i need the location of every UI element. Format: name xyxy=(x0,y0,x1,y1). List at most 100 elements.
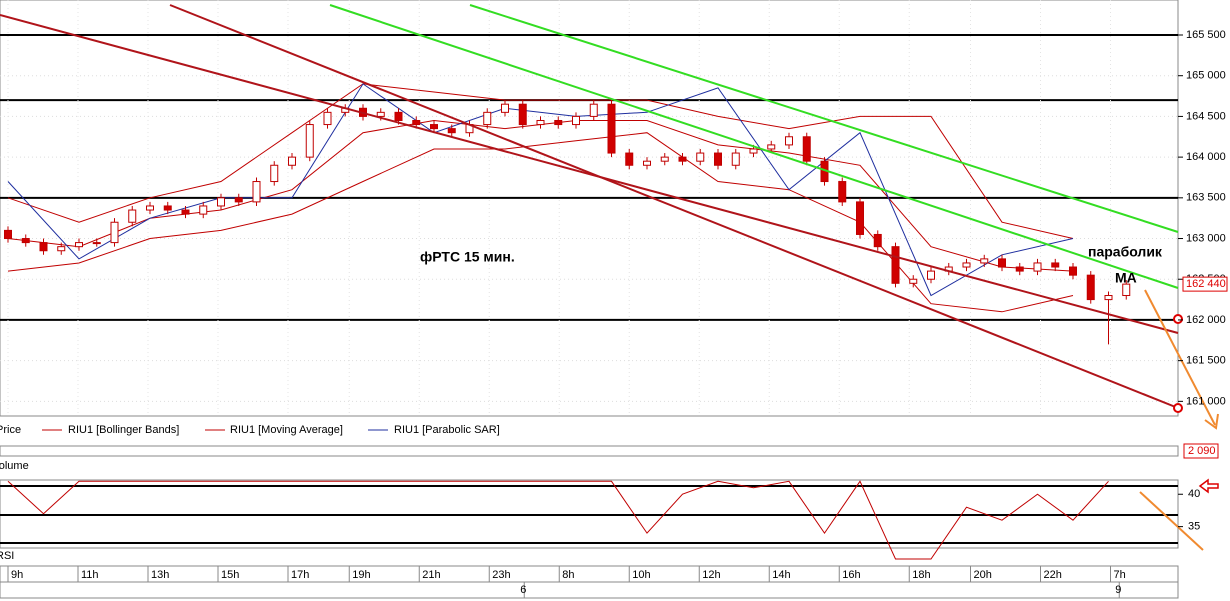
candle-body xyxy=(92,242,101,245)
trend-line xyxy=(169,4,1179,409)
x-tick-label: 14h xyxy=(772,569,790,581)
candle-body xyxy=(980,258,989,264)
y-tick-label: 163 500 xyxy=(1186,192,1226,204)
candle-body xyxy=(128,209,137,223)
arrow xyxy=(1139,491,1204,551)
candle-body xyxy=(607,103,616,154)
x-tick-label: 10h xyxy=(632,569,650,581)
candle-body xyxy=(873,233,882,248)
y-tick-label: 161 000 xyxy=(1186,395,1226,407)
candle-body xyxy=(589,103,598,117)
candle-body xyxy=(785,136,793,146)
candle-body xyxy=(252,181,261,203)
x-tick-label: 18h xyxy=(912,569,930,581)
candle-body xyxy=(1015,266,1024,272)
x-tick-label: 23h xyxy=(492,569,510,581)
x-tick-label: 15h xyxy=(221,569,239,581)
candle-body xyxy=(323,111,332,126)
candle-body xyxy=(430,124,438,130)
candle-body xyxy=(181,209,190,215)
volume-panel xyxy=(0,445,1179,457)
trend-line xyxy=(469,4,1179,233)
candle-body xyxy=(146,205,154,211)
candle-body xyxy=(234,197,243,203)
y-tick-label: 164 000 xyxy=(1186,151,1226,163)
candle-body xyxy=(1104,295,1113,301)
candle-body xyxy=(643,160,651,166)
candle-body xyxy=(394,111,403,121)
last-price-label: 162 440 xyxy=(1186,278,1226,290)
x-tick-label: 12h xyxy=(702,569,720,581)
rsi-title: RSI xyxy=(0,550,14,562)
level-marker xyxy=(1173,403,1183,413)
candle-body xyxy=(21,238,30,244)
candle-body xyxy=(891,246,900,284)
y-tick-label: 164 500 xyxy=(1186,110,1226,122)
candle-body xyxy=(447,128,456,134)
candle-body xyxy=(554,119,563,126)
candle-body xyxy=(962,262,971,268)
candle-body xyxy=(1069,266,1077,276)
y-tick-label: 165 500 xyxy=(1186,29,1226,41)
rsi-tick-label: 40 xyxy=(1188,488,1200,500)
candle-body xyxy=(199,205,208,215)
volume-title: Volume xyxy=(0,460,29,472)
candle-body xyxy=(1033,262,1042,272)
x-tick-label: 7h xyxy=(1114,569,1126,581)
candle-body xyxy=(536,119,545,126)
trend-line xyxy=(329,4,1179,289)
candle-body xyxy=(110,221,119,244)
candle-body xyxy=(305,124,314,158)
candle-body xyxy=(1086,274,1095,301)
candle-body xyxy=(731,152,740,166)
candle-body xyxy=(1051,262,1060,268)
x-tick-label: 21h xyxy=(422,569,440,581)
x-tick-label: 8h xyxy=(562,569,574,581)
arrow xyxy=(1144,289,1216,426)
day-label: 6 xyxy=(520,584,526,596)
legend-entry: RIU1 [Parabolic SAR] xyxy=(394,424,500,436)
x-tick-label: 9h xyxy=(11,569,23,581)
x-tick-label: 20h xyxy=(974,569,992,581)
candle-body xyxy=(749,148,758,154)
x-tick-label: 17h xyxy=(291,569,309,581)
candle-body xyxy=(838,181,847,203)
candle-body xyxy=(998,258,1006,268)
candle-body xyxy=(678,156,687,162)
candle-body xyxy=(4,229,12,240)
plot xyxy=(0,0,1178,560)
y-tick-label: 165 000 xyxy=(1186,70,1226,82)
candle-body xyxy=(288,156,296,166)
legend-entry: RIU1 [Moving Average] xyxy=(230,424,343,436)
last-price-box xyxy=(1182,276,1228,292)
x-tick-label: 22h xyxy=(1044,569,1062,581)
level-marker xyxy=(1173,314,1183,324)
candle-body xyxy=(909,278,918,284)
y-tick-label: 163 000 xyxy=(1186,232,1226,244)
candle-body xyxy=(767,144,776,150)
x-tick-label: 16h xyxy=(842,569,860,581)
y-tick-label: 161 500 xyxy=(1186,355,1226,367)
y-tick-label: 162 000 xyxy=(1186,314,1226,326)
volume-label-box xyxy=(1183,443,1219,459)
day-label: 9 xyxy=(1115,584,1121,596)
volume-label: 2 090 xyxy=(1188,445,1216,457)
candle-body xyxy=(270,164,279,183)
candle-body xyxy=(376,111,385,117)
candle-body xyxy=(802,136,811,162)
candle-body xyxy=(217,197,225,207)
candle-body xyxy=(75,242,83,248)
legend-entry: Price xyxy=(0,424,21,436)
annotation-sar: параболик xyxy=(1088,244,1163,260)
candle-body xyxy=(1122,283,1131,297)
candle-body xyxy=(660,156,669,162)
candle-body xyxy=(696,152,705,162)
indicator-line xyxy=(7,83,1074,239)
x-tick-label: 11h xyxy=(81,569,99,581)
candle-body xyxy=(483,111,492,126)
candle-body xyxy=(927,270,935,280)
candle-body xyxy=(57,246,66,252)
x-tick-label: 13h xyxy=(151,569,169,581)
trend-line xyxy=(0,14,1179,334)
